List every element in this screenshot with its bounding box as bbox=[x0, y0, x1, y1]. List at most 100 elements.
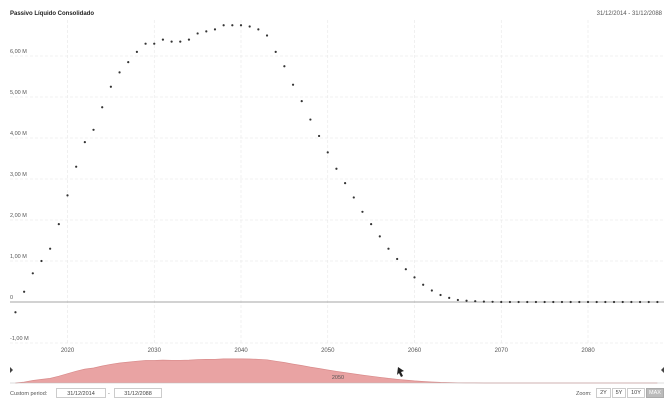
data-point bbox=[335, 167, 338, 170]
data-point bbox=[109, 85, 112, 88]
data-point bbox=[135, 50, 138, 54]
data-point bbox=[604, 300, 607, 304]
date-separator: - bbox=[108, 391, 110, 397]
data-point bbox=[586, 300, 590, 304]
y-tick-label: 2,00 M bbox=[10, 213, 27, 219]
data-point bbox=[621, 300, 624, 304]
data-point bbox=[317, 134, 321, 138]
data-point bbox=[326, 151, 329, 154]
data-point bbox=[595, 300, 598, 304]
data-point bbox=[396, 257, 399, 261]
y-tick-label: 4,00 M bbox=[10, 131, 27, 137]
data-point bbox=[543, 300, 546, 304]
data-point bbox=[352, 196, 355, 199]
y-tick-label: 6,00 M bbox=[10, 49, 27, 55]
data-point bbox=[482, 300, 485, 303]
data-point bbox=[361, 210, 364, 213]
data-point bbox=[179, 40, 182, 43]
data-point bbox=[387, 247, 390, 250]
data-point bbox=[101, 106, 104, 109]
to-date-input[interactable]: 31/12/2088 bbox=[114, 388, 162, 398]
data-point bbox=[578, 300, 581, 304]
x-axis-labels: 2020 2030 2040 2050 2060 2070 2080 bbox=[61, 348, 596, 354]
data-point bbox=[612, 300, 616, 304]
data-point bbox=[196, 32, 199, 35]
data-point bbox=[31, 272, 34, 275]
data-point bbox=[205, 30, 208, 33]
date-range: 31/12/2014 - 31/12/2088 bbox=[596, 11, 662, 17]
x-tick-label: 2040 bbox=[234, 348, 248, 354]
data-point bbox=[57, 223, 60, 226]
y-tick-label: 1,00 M bbox=[10, 254, 27, 260]
data-point bbox=[49, 247, 52, 250]
data-point bbox=[248, 25, 251, 28]
zoom-10y-button[interactable]: 10Y bbox=[627, 388, 645, 398]
data-point bbox=[153, 42, 156, 45]
navigator: 2050 bbox=[10, 358, 664, 384]
navigator-area bbox=[15, 358, 658, 383]
data-point bbox=[534, 300, 538, 304]
data-point bbox=[448, 296, 451, 299]
data-point bbox=[23, 290, 26, 293]
data-point bbox=[309, 118, 312, 121]
data-point bbox=[40, 259, 43, 263]
data-point bbox=[283, 65, 286, 68]
zoom-5y-button[interactable]: 5Y bbox=[612, 388, 626, 398]
data-point bbox=[300, 100, 303, 103]
data-point bbox=[239, 24, 243, 27]
navigator-right-handle[interactable] bbox=[661, 367, 664, 373]
data-point bbox=[213, 28, 217, 31]
data-point bbox=[413, 276, 416, 279]
data-point bbox=[344, 182, 347, 185]
data-point bbox=[92, 128, 95, 131]
data-point bbox=[66, 194, 69, 197]
data-point bbox=[144, 42, 147, 45]
data-point bbox=[378, 235, 381, 238]
data-point bbox=[456, 298, 459, 302]
data-point bbox=[274, 50, 277, 54]
custom-period-label: Custom period: bbox=[10, 391, 48, 397]
x-tick-label: 2080 bbox=[581, 348, 595, 354]
data-point bbox=[83, 141, 86, 144]
data-point bbox=[404, 268, 407, 271]
data-point bbox=[560, 300, 564, 304]
data-point bbox=[265, 34, 269, 37]
zoom-2y-button[interactable]: 2Y bbox=[596, 388, 611, 398]
y-tick-label: -1,00 M bbox=[10, 336, 29, 342]
data-point bbox=[170, 40, 173, 43]
data-point bbox=[161, 38, 165, 41]
data-point bbox=[75, 165, 78, 168]
data-point bbox=[500, 300, 503, 304]
drag-cursor-icon bbox=[397, 367, 404, 377]
data-point bbox=[127, 61, 130, 64]
y-tick-label: 5,00 M bbox=[10, 90, 27, 96]
data-point bbox=[647, 300, 650, 304]
y-tick-label: 0 bbox=[10, 295, 13, 301]
data-point bbox=[638, 300, 642, 304]
x-tick-label: 2050 bbox=[321, 348, 335, 354]
data-point bbox=[526, 300, 529, 304]
data-point bbox=[439, 293, 442, 297]
zoom-label: Zoom: bbox=[576, 391, 592, 397]
zoom-max-button[interactable]: MAX bbox=[646, 388, 664, 398]
data-point bbox=[291, 83, 295, 86]
data-point bbox=[465, 299, 468, 302]
x-tick-label: 2020 bbox=[61, 348, 75, 354]
controls-bar: Custom period: 31/12/2014 - 31/12/2088 Z… bbox=[0, 387, 664, 401]
data-point bbox=[517, 300, 520, 304]
data-point bbox=[430, 289, 433, 292]
data-point bbox=[187, 38, 191, 41]
data-point bbox=[231, 24, 234, 27]
y-tick-label: 3,00 M bbox=[10, 172, 27, 178]
from-date-input[interactable]: 31/12/2014 bbox=[56, 388, 106, 398]
x-tick-label: 2030 bbox=[148, 348, 162, 354]
navigator-left-handle[interactable] bbox=[10, 367, 13, 373]
data-point bbox=[118, 71, 121, 74]
y-axis-labels: -1,00 M 0 1,00 M 2,00 M 3,00 M 4,00 M 5,00 M 6,… bbox=[10, 49, 29, 342]
data-points bbox=[14, 24, 659, 314]
x-tick-label: 2060 bbox=[408, 348, 422, 354]
data-point bbox=[491, 300, 494, 303]
data-point bbox=[474, 300, 477, 303]
chart-title: Passivo Líquido Consolidado bbox=[10, 11, 95, 17]
